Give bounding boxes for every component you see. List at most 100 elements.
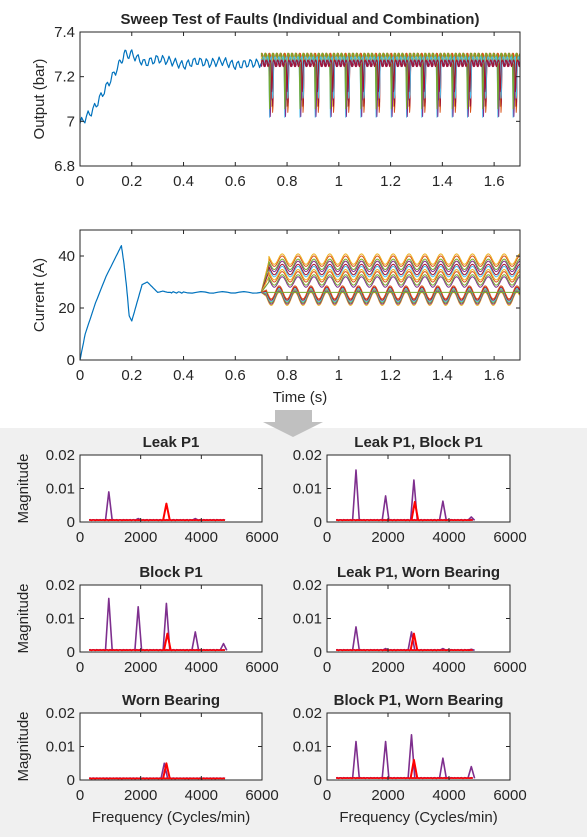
x-tick-label: 2000 (124, 787, 157, 804)
fault-current-line (260, 291, 520, 306)
x-tick-label: 0 (76, 367, 84, 384)
y-tick-label: 40 (58, 248, 75, 265)
spectrum-peak (409, 758, 419, 779)
x-tick-label: 0.8 (277, 367, 298, 384)
x-tick-label: 1.4 (432, 173, 453, 190)
chart-title: Block P1 (139, 564, 202, 581)
y-tick-label: 7 (67, 113, 75, 130)
x-axis-label: Frequency (Cycles/min) (92, 809, 250, 826)
spectrum-peak (407, 631, 416, 651)
x-tick-label: 0.4 (173, 367, 194, 384)
y-tick-label: 0.01 (293, 739, 322, 756)
x-tick-label: 1.4 (432, 367, 453, 384)
x-tick-label: 1.6 (484, 367, 505, 384)
nominal-output-line (80, 49, 262, 124)
chart-title: Leak P1, Block P1 (354, 434, 482, 451)
x-tick-label: 0 (76, 173, 84, 190)
chart-output: 0 0.2 0.4 0.6 0.8 1 1.2 1.4 1.6 6.8 7 7.2 7.4 Sweep T… (31, 11, 521, 190)
fault-current-line (260, 258, 520, 293)
spectrum-peak (409, 632, 419, 651)
x-tick-label: 0 (76, 659, 84, 676)
fault-current-line (260, 263, 520, 293)
x-tick-label: 6000 (493, 529, 526, 546)
x-tick-label: 4000 (185, 529, 218, 546)
y-tick-label: 0 (67, 772, 75, 789)
x-tick-label: 6000 (245, 787, 278, 804)
plot-area (80, 455, 262, 522)
spectrum-peak (162, 762, 171, 779)
y-tick-label: 0 (67, 644, 75, 661)
y-tick-label: 0.01 (46, 481, 75, 498)
x-tick-label: 0 (76, 787, 84, 804)
x-tick-label: 4000 (432, 787, 465, 804)
y-axis-label: Current (A) (31, 258, 48, 332)
x-tick-label: 6000 (493, 787, 526, 804)
y-tick-label: 0.01 (293, 481, 322, 498)
chart-title: Leak P1, Worn Bearing (337, 564, 500, 581)
fault-current-line (260, 274, 520, 293)
y-tick-label: 0 (314, 772, 322, 789)
x-tick-label: 2000 (124, 659, 157, 676)
fault-current-line (260, 276, 520, 293)
spectrum-peak (381, 495, 390, 521)
x-tick-label: 1.2 (380, 367, 401, 384)
x-tick-label: 4000 (432, 529, 465, 546)
spectrum-peak (438, 500, 448, 521)
x-tick-label: 0 (323, 529, 331, 546)
spectrum-peak (162, 502, 171, 521)
chart-title: Leak P1 (143, 434, 200, 451)
fault-current-line (260, 285, 520, 300)
y-tick-label: 7.2 (54, 69, 75, 86)
y-tick-label: 0 (314, 514, 322, 531)
y-tick-label: 6.8 (54, 158, 75, 175)
y-tick-label: 0.01 (46, 611, 75, 628)
chart-fft-leak-p1-worn-bearing: 0 2000 4000 6000 0 0.01 0.02 Leak P1, Worn Bear… (293, 564, 527, 676)
spectrum-peak (191, 631, 200, 651)
chart-title: Worn Bearing (122, 692, 220, 709)
spectrum-peak (134, 606, 143, 651)
chart-title: Block P1, Worn Bearing (334, 692, 504, 709)
spectrum-peak (163, 632, 172, 651)
plot-lines (335, 469, 476, 522)
x-tick-label: 0.6 (225, 367, 246, 384)
x-tick-label: 0.2 (121, 173, 142, 190)
y-tick-label: 0 (314, 644, 322, 661)
fault-current-line (260, 260, 520, 293)
x-tick-label: 0 (323, 787, 331, 804)
fault-current-line (260, 255, 520, 293)
x-tick-label: 2000 (124, 529, 157, 546)
y-tick-label: 0.02 (46, 447, 75, 464)
x-tick-label: 6000 (493, 659, 526, 676)
y-tick-label: 7.4 (54, 24, 75, 41)
x-tick-label: 4000 (432, 659, 465, 676)
x-tick-label: 0.4 (173, 173, 194, 190)
fault-current-line (260, 265, 520, 293)
plot-area (80, 713, 262, 780)
plot-lines (88, 491, 226, 522)
spectrum-peak (104, 491, 113, 521)
x-tick-label: 6000 (245, 659, 278, 676)
plot-area (327, 713, 510, 780)
spectrum-peak (438, 757, 448, 779)
x-tick-label: 0.2 (121, 367, 142, 384)
axes-frame (79, 31, 521, 167)
chart-fft-block-p1: 0 2000 4000 6000 0 0.01 0.02 Block P1 Magnitude (15, 564, 279, 676)
x-axis-label: Frequency (Cycles/min) (339, 809, 497, 826)
chart-fft-leak-p1: 0 2000 4000 6000 0 0.01 0.02 Leak P1 Magnitude (15, 434, 279, 546)
x-tick-label: 6000 (245, 529, 278, 546)
x-tick-label: 2000 (371, 529, 404, 546)
y-tick-label: 20 (58, 300, 75, 317)
y-axis-label: Magnitude (15, 453, 32, 523)
y-axis-label: Output (bar) (31, 59, 48, 140)
spectrum-peak (467, 765, 476, 779)
y-tick-label: 0.02 (46, 705, 75, 722)
fault-current-line (260, 271, 520, 293)
y-axis-label: Magnitude (15, 583, 32, 653)
spectrum-peak (351, 469, 361, 521)
spectrum-peak (162, 602, 171, 651)
x-tick-label: 2000 (371, 659, 404, 676)
spectrum-peak (219, 642, 228, 651)
chart-current: 0 0.2 0.4 0.6 0.8 1 1.2 1.4 1.6 0 20 40 Current (A) T… (31, 229, 521, 406)
chart-title: Sweep Test of Faults (Individual and Com… (121, 11, 480, 28)
